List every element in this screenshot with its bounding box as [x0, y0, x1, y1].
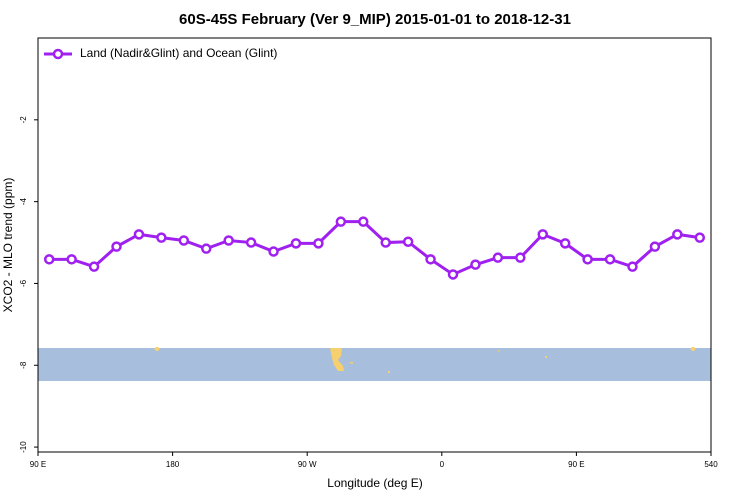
x-tick-label: 90 W	[298, 460, 317, 469]
point	[335, 216, 347, 227]
ocean	[38, 348, 711, 381]
y-tick-label: -6	[19, 279, 28, 287]
legend-label: Land (Nadir&Glint) and Ocean (Glint)	[80, 46, 277, 60]
point	[268, 246, 279, 257]
point	[447, 269, 459, 280]
point	[627, 261, 638, 272]
point	[43, 254, 55, 265]
point	[402, 236, 414, 247]
y-tick-label: -2	[19, 116, 28, 124]
x-tick-label: 90 E	[568, 460, 584, 469]
point	[290, 238, 302, 249]
point	[559, 238, 571, 249]
point	[649, 241, 661, 252]
x-tick-label: 90 E	[30, 460, 46, 469]
point	[604, 254, 616, 265]
y-tick-label: -4	[19, 198, 28, 206]
point	[694, 232, 706, 243]
point	[380, 237, 391, 248]
legend-marker	[52, 48, 64, 60]
x-axis-label: Longitude (deg E)	[327, 476, 422, 490]
point	[358, 216, 369, 227]
point	[66, 254, 77, 265]
y-axis-label: XCO2 - MLO trend (ppm)	[1, 178, 15, 313]
x-tick-label: 0	[440, 460, 445, 469]
point	[133, 229, 145, 240]
y-tick-label: -8	[19, 361, 28, 369]
map-band	[38, 347, 711, 381]
y-tick-label: -10	[19, 441, 28, 453]
point	[313, 238, 324, 249]
point	[515, 252, 526, 263]
point	[111, 241, 122, 252]
land	[154, 347, 696, 373]
point	[537, 229, 548, 240]
x-tick-label: 180	[166, 460, 180, 469]
point	[492, 252, 504, 263]
point	[88, 261, 100, 272]
point	[425, 254, 436, 265]
point	[223, 235, 234, 246]
chart-title: 60S-45S February (Ver 9_MIP) 2015-01-01 …	[179, 11, 571, 28]
point	[178, 235, 190, 246]
point	[470, 259, 481, 270]
point	[201, 243, 212, 254]
point	[156, 232, 167, 243]
plot-frame	[37, 37, 712, 453]
point	[582, 254, 593, 265]
x-tick-label: 540	[704, 460, 718, 469]
point	[245, 237, 257, 248]
point	[672, 229, 683, 240]
